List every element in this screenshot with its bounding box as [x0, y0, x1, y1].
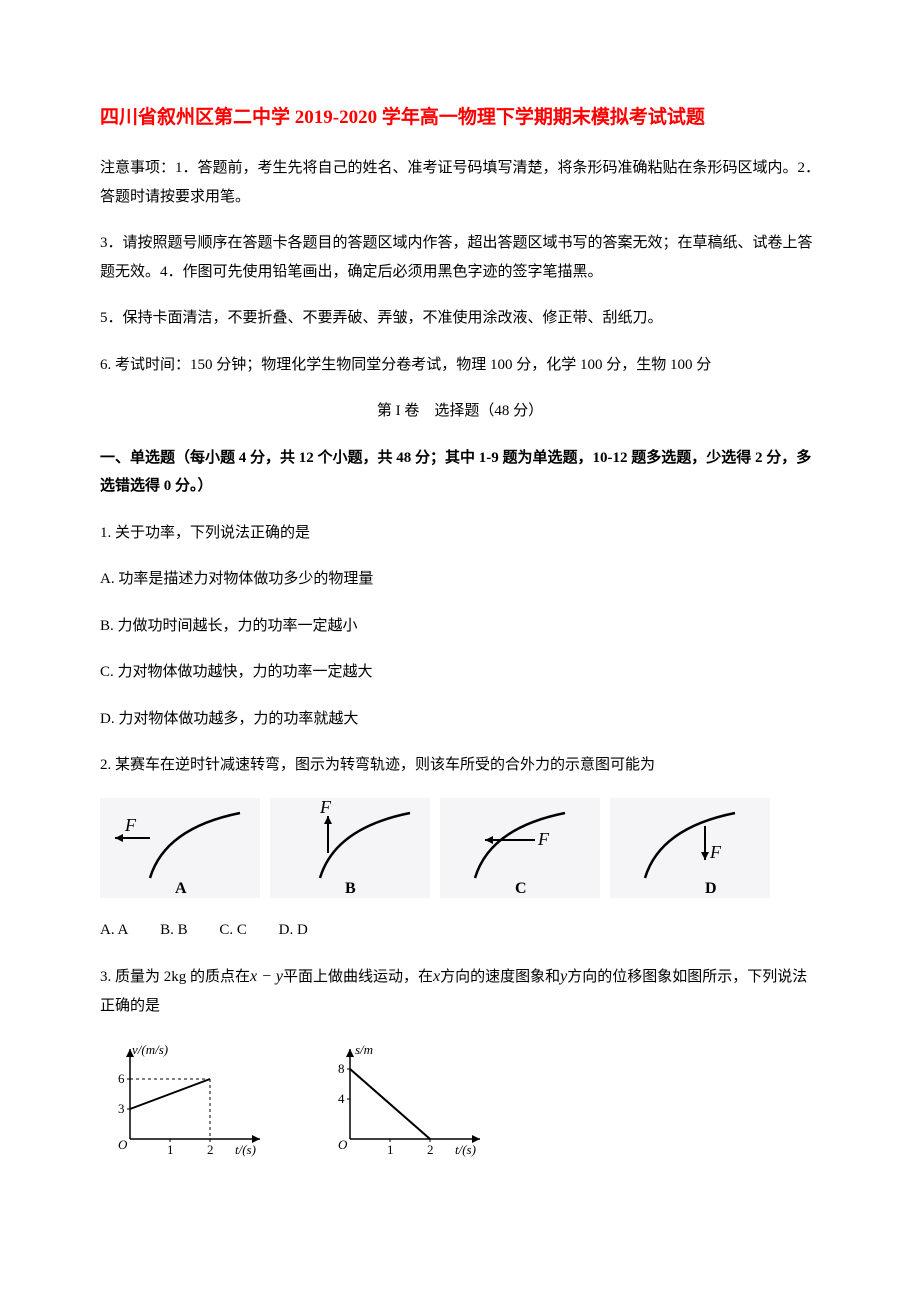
q2-diagrams: F A F B F C F D: [100, 798, 820, 898]
q3-text-3: 方向的速度图象和: [440, 969, 560, 985]
q1-option-d: D. 力对物体做功越多，力的功率就越大: [100, 705, 820, 734]
q1-option-a: A. 功率是描述力对物体做功多少的物理量: [100, 565, 820, 594]
ytick-8: 8: [338, 1061, 345, 1076]
diagram-label-d: D: [705, 880, 717, 897]
q3-chart-velocity: 3 6 1 2 v/(m/s) t/(s) O: [100, 1039, 270, 1159]
q2-diagram-a: F A: [100, 798, 260, 898]
xlabel: t/(s): [455, 1142, 476, 1157]
q1-option-c: C. 力对物体做功越快，力的功率一定越大: [100, 658, 820, 687]
q1-option-b: B. 力做功时间越长，力的功率一定越小: [100, 612, 820, 641]
origin: O: [338, 1137, 348, 1152]
instruction-4: 6. 考试时间：150 分钟；物理化学生物同堂分卷考试，物理 100 分，化学 …: [100, 351, 820, 380]
diagram-label-a: A: [175, 880, 187, 897]
q3-charts: 3 6 1 2 v/(m/s) t/(s) O: [100, 1039, 820, 1159]
origin: O: [118, 1137, 128, 1152]
q2-option-a: A. A: [100, 922, 128, 938]
q2-diagram-c: F C: [440, 798, 600, 898]
force-label: F: [124, 815, 137, 835]
q3-text-2: 平面上做曲线运动，在: [283, 969, 433, 985]
exam-title: 四川省叙州区第二中学 2019-2020 学年高一物理下学期期末模拟考试试题: [100, 100, 820, 136]
q2-option-c: C. C: [219, 922, 247, 938]
q2-diagram-d: F D: [610, 798, 770, 898]
diagram-label-c: C: [515, 880, 527, 897]
q2-options: A. A B. B C. C D. D: [100, 916, 820, 945]
q2-option-b: B. B: [160, 922, 188, 938]
q2-option-d: D. D: [279, 922, 308, 938]
ytick-4: 4: [338, 1091, 345, 1106]
ylabel: v/(m/s): [132, 1042, 168, 1057]
force-label: F: [319, 798, 332, 817]
q2-diagram-b: F B: [270, 798, 430, 898]
instruction-2: 3．请按照题号顺序在答题卡各题目的答题区域内作答，超出答题区域书写的答案无效；在…: [100, 229, 820, 286]
q3-text-1: 3. 质量为 2kg 的质点在: [100, 969, 250, 985]
instruction-3: 5．保持卡面清洁，不要折叠、不要弄破、弄皱，不准使用涂改液、修正带、刮纸刀。: [100, 304, 820, 333]
q3-chart-displacement: 4 8 1 2 s/m t/(s) O: [320, 1039, 490, 1159]
section-instructions: 一、单选题（每小题 4 分，共 12 个小题，共 48 分；其中 1-9 题为单…: [100, 444, 820, 501]
force-label: F: [537, 829, 550, 849]
diagram-label-b: B: [345, 880, 356, 897]
q2-stem: 2. 某赛车在逆时针减速转弯，图示为转弯轨迹，则该车所受的合外力的示意图可能为: [100, 751, 820, 780]
force-label: F: [709, 842, 722, 862]
xtick-2: 2: [427, 1142, 434, 1157]
q3-var-1: x − y: [250, 968, 283, 985]
xtick-1: 1: [167, 1142, 174, 1157]
xlabel: t/(s): [235, 1142, 256, 1157]
ytick-6: 6: [118, 1071, 125, 1086]
xtick-1: 1: [387, 1142, 394, 1157]
q3-stem: 3. 质量为 2kg 的质点在x − y平面上做曲线运动，在x方向的速度图象和y…: [100, 962, 820, 1021]
instruction-1: 注意事项：1．答题前，考生先将自己的姓名、准考证号码填写清楚，将条形码准确粘贴在…: [100, 154, 820, 211]
q1-stem: 1. 关于功率，下列说法正确的是: [100, 519, 820, 548]
ylabel: s/m: [355, 1042, 373, 1057]
xtick-2: 2: [207, 1142, 214, 1157]
ytick-3: 3: [118, 1101, 125, 1116]
section-header: 第 I 卷 选择题（48 分）: [100, 397, 820, 426]
